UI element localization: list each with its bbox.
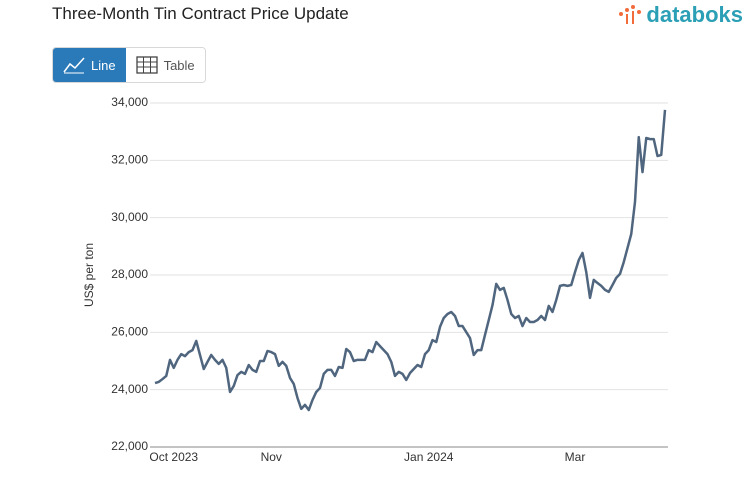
line-tab-label: Line: [91, 57, 116, 73]
y-tick-label: 30,000: [111, 210, 148, 224]
line-icon: [63, 57, 85, 74]
logo[interactable]: databoks: [618, 2, 743, 28]
y-tick-label: 34,000: [111, 95, 148, 109]
y-tick-label: 26,000: [111, 325, 148, 339]
logo-text: databoks: [646, 2, 743, 27]
logo-icon: [619, 5, 642, 24]
x-tick-label: Jan 2024: [404, 450, 454, 464]
x-tick-label: Nov: [261, 450, 282, 464]
x-tick-label: Oct 2023: [149, 450, 198, 464]
table-tab[interactable]: Table: [125, 48, 205, 82]
view-tabs: Line Table: [52, 47, 206, 83]
line-series: [154, 109, 667, 412]
y-axis-label: US$ per ton: [82, 243, 96, 307]
y-tick-label: 28,000: [111, 267, 148, 281]
table-tab-label: Table: [163, 57, 195, 73]
y-tick-label: 22,000: [111, 439, 148, 453]
chart-title: Three-Month Tin Contract Price Update: [52, 4, 349, 23]
table-icon: [135, 56, 158, 74]
line-tab[interactable]: Line: [53, 48, 126, 82]
x-tick-label: Mar: [565, 450, 586, 464]
y-tick-label: 32,000: [111, 153, 148, 167]
y-tick-label: 24,000: [111, 382, 148, 396]
